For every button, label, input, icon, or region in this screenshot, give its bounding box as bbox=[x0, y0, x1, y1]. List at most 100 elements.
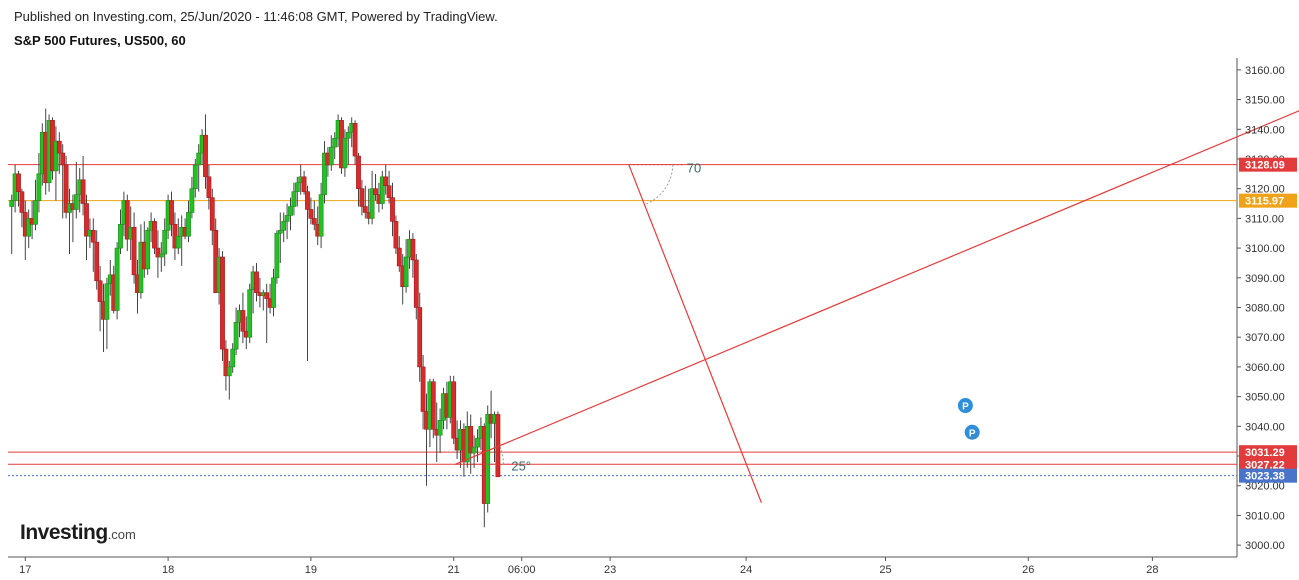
candle-body bbox=[131, 227, 137, 276]
candle-body bbox=[264, 292, 270, 299]
x-tick-label: 28 bbox=[1146, 564, 1158, 576]
angle-label: 25° bbox=[511, 458, 531, 473]
y-tick-label: 3160.00 bbox=[1245, 65, 1285, 77]
y-tick-label: 3090.00 bbox=[1245, 273, 1285, 285]
candle-body bbox=[410, 238, 416, 261]
candle-body bbox=[196, 152, 202, 166]
price-tag-label: 3027.22 bbox=[1245, 459, 1285, 471]
candle-body bbox=[145, 229, 151, 270]
symbol-title: S&P 500 Futures, US500, 60 bbox=[14, 33, 186, 48]
candles bbox=[9, 108, 501, 528]
p-marker-label: P bbox=[969, 428, 976, 439]
price-tag-label: 3023.38 bbox=[1245, 471, 1285, 483]
candle-body bbox=[114, 247, 120, 311]
candle-body bbox=[16, 173, 21, 192]
candle-body bbox=[281, 221, 287, 231]
candle-body bbox=[271, 277, 276, 308]
investing-logo: Investing.com bbox=[20, 521, 136, 545]
candle-body bbox=[373, 188, 378, 195]
p-marker[interactable] bbox=[964, 424, 980, 440]
candle-body bbox=[328, 146, 334, 166]
candle-body bbox=[301, 176, 307, 192]
candle-body bbox=[254, 271, 259, 293]
price-tag bbox=[1239, 468, 1297, 483]
candle-body bbox=[36, 173, 42, 201]
y-tick-label: 3120.00 bbox=[1245, 184, 1285, 196]
candle-body bbox=[383, 176, 389, 187]
p-marker-label: P bbox=[962, 402, 969, 413]
x-tick-label: 25 bbox=[879, 564, 891, 576]
candle-body bbox=[240, 310, 246, 332]
p-marker[interactable] bbox=[957, 398, 973, 414]
candle-body bbox=[19, 191, 25, 213]
candle-body bbox=[186, 212, 191, 237]
price-tag-label: 3128.09 bbox=[1245, 160, 1285, 172]
candle-body bbox=[155, 247, 161, 258]
x-tick-label: 18 bbox=[162, 564, 174, 576]
candle-body bbox=[318, 194, 324, 237]
candle-body bbox=[417, 307, 423, 368]
candle-body bbox=[247, 289, 253, 338]
candle-body bbox=[288, 206, 293, 216]
candle-body bbox=[342, 137, 348, 169]
candle-body bbox=[345, 131, 351, 139]
candle-body bbox=[359, 188, 365, 207]
candle-body bbox=[53, 140, 59, 172]
candle-body bbox=[206, 176, 212, 198]
candle-body bbox=[56, 140, 62, 154]
candle-body bbox=[84, 203, 89, 237]
candle-body bbox=[420, 366, 426, 412]
candle-body bbox=[386, 185, 392, 198]
x-tick-label: 24 bbox=[740, 564, 752, 576]
published-note: Published on Investing.com, 25/Jun/2020 … bbox=[14, 9, 498, 24]
trend-line bbox=[455, 110, 1299, 465]
candle-body bbox=[396, 247, 402, 267]
candle-body bbox=[352, 123, 358, 157]
candle-body bbox=[379, 176, 385, 204]
candle-body bbox=[220, 256, 225, 350]
candle-body bbox=[104, 283, 110, 320]
candle-body bbox=[430, 381, 436, 430]
trend-line bbox=[628, 164, 762, 503]
candle-body bbox=[403, 256, 409, 288]
y-tick-label: 3060.00 bbox=[1245, 362, 1285, 374]
y-tick-label: 3150.00 bbox=[1245, 95, 1285, 107]
candle-body bbox=[63, 164, 69, 213]
candle-body bbox=[60, 152, 66, 166]
candle-body bbox=[305, 191, 310, 210]
candle-body bbox=[284, 215, 290, 222]
candle-body bbox=[362, 206, 368, 213]
candle-body bbox=[97, 280, 103, 302]
candle-body bbox=[152, 221, 157, 249]
candle-body bbox=[451, 381, 457, 439]
y-tick-label: 3050.00 bbox=[1245, 392, 1285, 404]
candle-body bbox=[230, 348, 236, 368]
y-tick-label: 3040.00 bbox=[1245, 421, 1285, 433]
angle-arc bbox=[644, 164, 674, 206]
y-tick-label: 3140.00 bbox=[1245, 124, 1285, 136]
y-axis: 3000.003010.003020.003030.003040.003050.… bbox=[1237, 65, 1285, 552]
candle-body bbox=[233, 322, 239, 350]
candle-body bbox=[118, 224, 123, 249]
candle-body bbox=[26, 218, 32, 237]
candle-body bbox=[223, 348, 229, 377]
y-tick-label: 3080.00 bbox=[1245, 303, 1285, 315]
candle-body bbox=[9, 200, 15, 207]
candle-body bbox=[294, 182, 300, 192]
candle-body bbox=[322, 152, 327, 195]
markers[interactable]: PP bbox=[957, 398, 980, 440]
candle-body bbox=[124, 200, 130, 240]
candle-body bbox=[175, 235, 181, 249]
price-tag bbox=[1239, 193, 1297, 208]
x-axis: 17 18 19 21 06:00 23 24 25 26 28 bbox=[19, 557, 1159, 576]
trend-lines: 25° 70 bbox=[455, 110, 1299, 503]
angle-arc bbox=[499, 447, 504, 465]
y-tick-label: 3000.00 bbox=[1245, 540, 1285, 552]
candle-body bbox=[471, 446, 477, 454]
candle-body bbox=[356, 155, 361, 189]
candle-body bbox=[226, 366, 232, 377]
y-tick-label: 3070.00 bbox=[1245, 332, 1285, 344]
candle-body bbox=[393, 221, 399, 249]
candle-body bbox=[390, 197, 395, 222]
